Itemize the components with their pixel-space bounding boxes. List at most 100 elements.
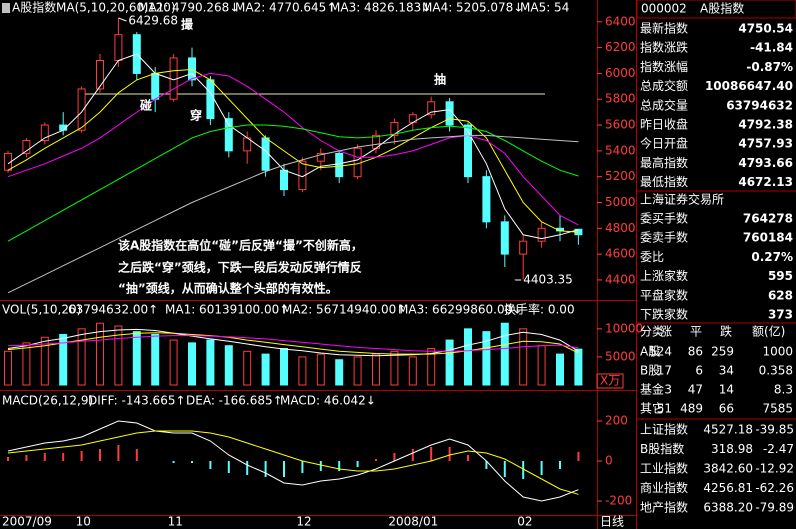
panel-header xyxy=(636,0,796,19)
volume-bar xyxy=(169,339,178,386)
index-value: 4527.18 xyxy=(703,423,753,437)
legend-entry: MA3: 4826.183↓ xyxy=(330,1,431,15)
x-tick-label: 10 xyxy=(76,515,91,529)
index-value: 6388.20 xyxy=(703,501,753,515)
candle-body xyxy=(22,140,31,154)
info-label: 上涨家数 xyxy=(640,268,688,283)
table-cell: 51 xyxy=(657,402,672,416)
volume-bar xyxy=(519,328,528,386)
index-label: 商业指数 xyxy=(640,480,688,495)
table-cell: 489 xyxy=(680,402,703,416)
note-line: 之后跌“穿”颈线，下跌一段后发动反弹行情反 xyxy=(118,260,362,275)
table-cell: B股 xyxy=(640,364,660,378)
table-header: 涨 xyxy=(660,324,672,339)
candle-body xyxy=(96,60,104,90)
info-label: 委卖手数 xyxy=(640,230,688,245)
table-cell: A股 xyxy=(640,345,660,359)
table-cell: 其它 xyxy=(640,401,664,416)
info-value: 4672.13 xyxy=(738,175,793,189)
table-cell: 17 xyxy=(657,364,672,378)
x-tick-label: 11 xyxy=(168,515,183,529)
legend-entry: DIFF: -143.665↑ xyxy=(88,394,186,408)
volume-bar xyxy=(574,348,583,386)
y-tick-label: 6200 xyxy=(605,40,636,54)
info-label: 总成交额 xyxy=(640,78,688,93)
volume-bar xyxy=(261,353,270,386)
candle-body xyxy=(77,88,86,131)
title-icon xyxy=(2,3,10,13)
y-tick-label: 10000 xyxy=(605,321,643,335)
info-label: 平盘家数 xyxy=(640,287,688,302)
table-cell: 0.358 xyxy=(759,364,793,378)
volume-bar xyxy=(427,347,436,386)
info-label: 昨日收盘 xyxy=(640,117,688,132)
candle-body xyxy=(151,72,160,100)
index-value: 4256.81 xyxy=(703,481,753,495)
index-value: 318.98 xyxy=(711,442,753,456)
info-label: 委买手数 xyxy=(640,211,688,226)
info-label: 最高指数 xyxy=(640,155,688,170)
volume-bar xyxy=(298,356,307,386)
turnover: 换手率: 0.00 xyxy=(504,302,575,317)
volume-bar xyxy=(280,347,288,386)
candle-body xyxy=(445,101,454,126)
volume-bar xyxy=(40,336,49,386)
y-tick-label: 5200 xyxy=(605,169,636,183)
candle-body xyxy=(537,227,546,242)
y-tick-label: 0 xyxy=(605,454,613,468)
info-value: -41.84 xyxy=(750,41,793,55)
table-header: 跌 xyxy=(720,324,732,339)
volume-bar xyxy=(464,328,472,386)
candle-body xyxy=(427,101,436,116)
y-tick-label: 5600 xyxy=(605,118,636,132)
info-value: -0.87% xyxy=(746,60,793,74)
volume-bar xyxy=(4,350,12,386)
info-value: 628 xyxy=(768,288,793,302)
unit-box xyxy=(596,373,624,389)
table-cell: 1000 xyxy=(762,345,793,359)
table-cell: 34 xyxy=(719,364,734,378)
legend-entry: MACD: 46.042↓ xyxy=(280,394,376,408)
table-cell: 7585 xyxy=(762,402,793,416)
candle-body xyxy=(519,240,528,255)
macd-line xyxy=(7,420,579,502)
info-label: 指数涨幅 xyxy=(640,59,688,74)
info-value: 373 xyxy=(768,308,793,322)
y-tick-label: 5400 xyxy=(605,143,636,157)
table-cell: 3 xyxy=(664,383,672,397)
info-label: 最低指数 xyxy=(640,174,688,189)
volume-bar xyxy=(243,350,252,386)
table-cell: 86 xyxy=(688,345,703,359)
legend-entry: MA1: 4790.268↓ xyxy=(138,1,239,15)
x-tick-label: 12 xyxy=(296,515,311,529)
annotation: 碰 xyxy=(139,98,152,113)
ma-line xyxy=(7,134,579,294)
candle-body xyxy=(224,118,233,152)
table-header: 平 xyxy=(690,325,702,339)
info-label: 委比 xyxy=(640,250,664,264)
candle-body xyxy=(335,152,344,178)
y-tick-label: 4800 xyxy=(605,221,636,235)
volume-bar xyxy=(500,322,509,386)
index-value: 3842.60 xyxy=(703,462,753,476)
macd-title: MACD(26,12,9) xyxy=(2,394,93,408)
legend-entry: MA4: 5205.078↓ xyxy=(422,1,523,15)
legend-entry: MA2: 4770.645↑ xyxy=(235,1,336,15)
volume-bar xyxy=(482,331,491,386)
info-value: 4757.93 xyxy=(738,137,793,151)
chart-subtitle: MA(5,10,20,60,120) xyxy=(56,1,176,15)
index-label: B股指数 xyxy=(640,441,684,456)
info-value: 0.27% xyxy=(751,250,793,264)
info-value: 63794632 xyxy=(726,98,793,112)
volume-bar xyxy=(151,333,160,386)
candle-body xyxy=(188,57,196,81)
info-label: 下跌家数 xyxy=(640,307,688,322)
info-value: 4793.66 xyxy=(738,156,793,170)
volume-bar xyxy=(206,339,215,386)
index-change: -2.47 xyxy=(763,442,794,456)
info-value: 10086647.40 xyxy=(705,79,793,93)
table-cell: 524 xyxy=(649,345,672,359)
exchange-name: 上海证券交易所 xyxy=(640,192,724,207)
trough-label: 4403.35 xyxy=(523,273,573,287)
candle-body xyxy=(114,34,123,62)
